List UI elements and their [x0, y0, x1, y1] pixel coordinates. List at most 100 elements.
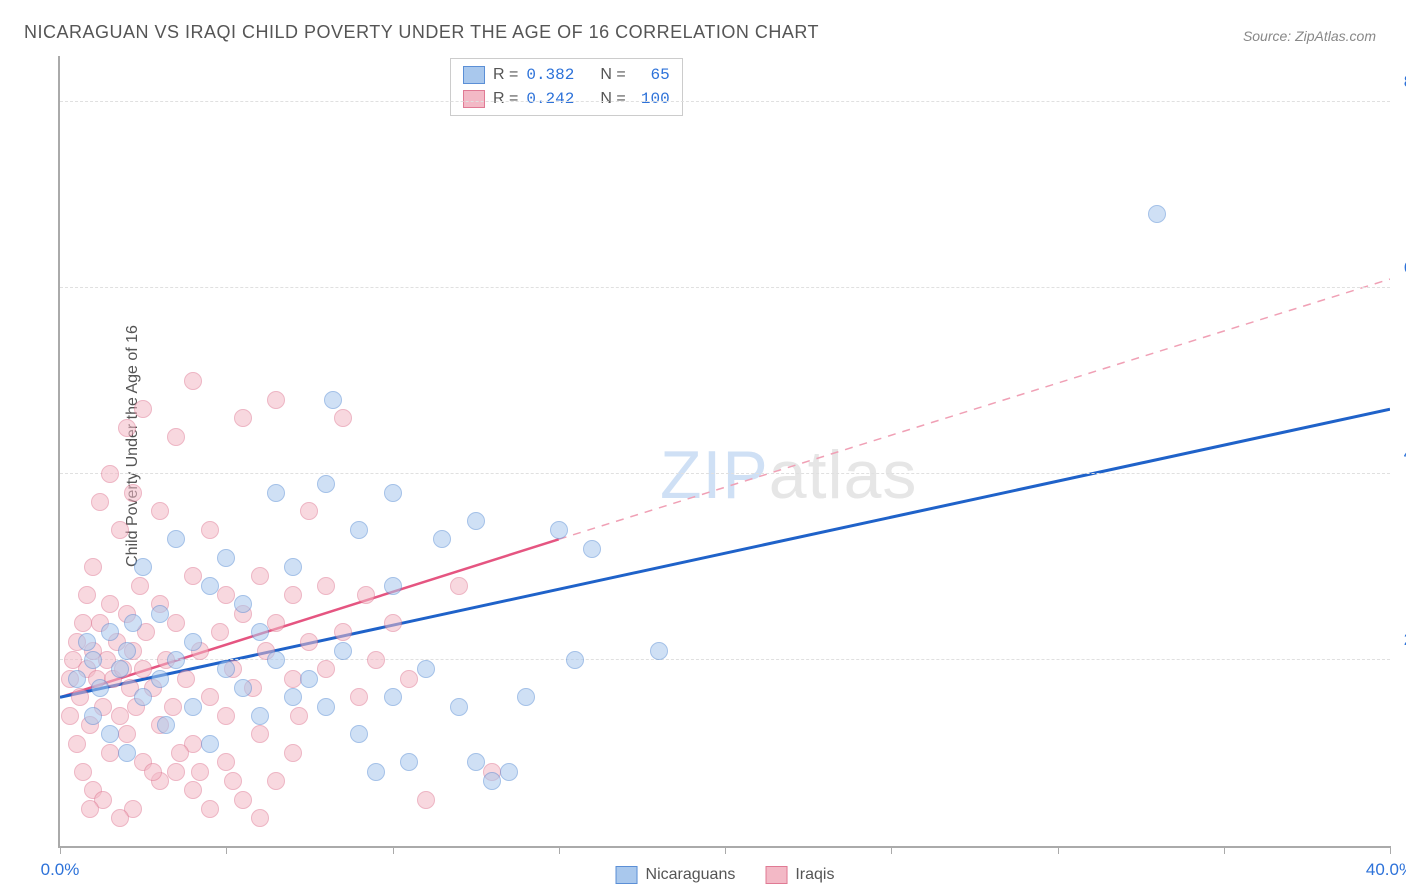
data-point	[251, 567, 269, 585]
data-point	[650, 642, 668, 660]
data-point	[400, 670, 418, 688]
x-tick	[559, 846, 560, 854]
data-point	[350, 725, 368, 743]
r-label: R =	[493, 66, 518, 84]
watermark-atlas: atlas	[769, 437, 918, 513]
data-point	[101, 744, 119, 762]
gridline	[60, 101, 1390, 102]
data-point	[71, 688, 89, 706]
data-point	[111, 660, 129, 678]
data-point	[384, 614, 402, 632]
data-point	[91, 679, 109, 697]
data-point	[350, 688, 368, 706]
n-label: N =	[600, 66, 625, 84]
data-point	[251, 623, 269, 641]
data-point	[384, 484, 402, 502]
data-point	[118, 642, 136, 660]
data-point	[184, 567, 202, 585]
data-point	[131, 577, 149, 595]
legend-label-nicaraguans: Nicaraguans	[646, 866, 736, 884]
data-point	[78, 586, 96, 604]
data-point	[234, 679, 252, 697]
data-point	[68, 735, 86, 753]
data-point	[211, 623, 229, 641]
data-point	[290, 707, 308, 725]
legend-label-iraqis: Iraqis	[795, 866, 834, 884]
data-point	[334, 623, 352, 641]
r-label: R =	[493, 90, 518, 108]
data-point	[234, 791, 252, 809]
x-tick-label: 40.0%	[1366, 860, 1406, 880]
data-point	[74, 614, 92, 632]
data-point	[118, 744, 136, 762]
data-point	[251, 707, 269, 725]
data-point	[317, 475, 335, 493]
data-point	[184, 372, 202, 390]
data-point	[267, 772, 285, 790]
data-point	[74, 763, 92, 781]
data-point	[284, 670, 302, 688]
data-point	[217, 660, 235, 678]
gridline	[60, 287, 1390, 288]
data-point	[367, 651, 385, 669]
data-point	[500, 763, 518, 781]
data-point	[91, 493, 109, 511]
data-point	[151, 670, 169, 688]
data-point	[134, 400, 152, 418]
data-point	[68, 670, 86, 688]
x-tick	[725, 846, 726, 854]
watermark-zip: ZIP	[660, 437, 769, 513]
x-tick	[1058, 846, 1059, 854]
n-value-iraqis: 100	[634, 90, 670, 108]
data-point	[300, 670, 318, 688]
data-point	[164, 698, 182, 716]
data-point	[267, 484, 285, 502]
data-point	[367, 763, 385, 781]
data-point	[61, 707, 79, 725]
data-point	[217, 707, 235, 725]
data-point	[417, 660, 435, 678]
data-point	[177, 670, 195, 688]
data-point	[334, 642, 352, 660]
data-point	[124, 484, 142, 502]
watermark: ZIPatlas	[660, 436, 917, 514]
data-point	[201, 735, 219, 753]
data-point	[384, 688, 402, 706]
data-point	[167, 651, 185, 669]
data-point	[566, 651, 584, 669]
data-point	[151, 605, 169, 623]
r-value-nicaraguans: 0.382	[526, 66, 574, 84]
data-point	[184, 698, 202, 716]
data-point	[118, 725, 136, 743]
data-point	[201, 800, 219, 818]
data-point	[267, 614, 285, 632]
data-point	[84, 707, 102, 725]
data-point	[224, 772, 242, 790]
data-point	[317, 660, 335, 678]
data-point	[483, 772, 501, 790]
series-legend: Nicaraguans Iraqis	[616, 866, 835, 884]
data-point	[167, 614, 185, 632]
data-point	[111, 707, 129, 725]
data-point	[84, 651, 102, 669]
swatch-iraqis-icon	[765, 866, 787, 884]
chart-title: NICARAGUAN VS IRAQI CHILD POVERTY UNDER …	[24, 22, 819, 43]
legend-row-nicaraguans: R = 0.382 N = 65	[463, 63, 670, 87]
data-point	[101, 595, 119, 613]
n-value-nicaraguans: 65	[634, 66, 670, 84]
gridline	[60, 659, 1390, 660]
data-point	[167, 763, 185, 781]
gridline	[60, 473, 1390, 474]
data-point	[151, 502, 169, 520]
plot-area: ZIPatlas R = 0.382 N = 65 R = 0.242 N = …	[58, 56, 1390, 848]
r-value-iraqis: 0.242	[526, 90, 574, 108]
data-point	[234, 595, 252, 613]
data-point	[217, 753, 235, 771]
x-tick	[226, 846, 227, 854]
x-tick	[60, 846, 61, 854]
data-point	[101, 465, 119, 483]
data-point	[583, 540, 601, 558]
data-point	[284, 744, 302, 762]
data-point	[384, 577, 402, 595]
n-label: N =	[600, 90, 625, 108]
